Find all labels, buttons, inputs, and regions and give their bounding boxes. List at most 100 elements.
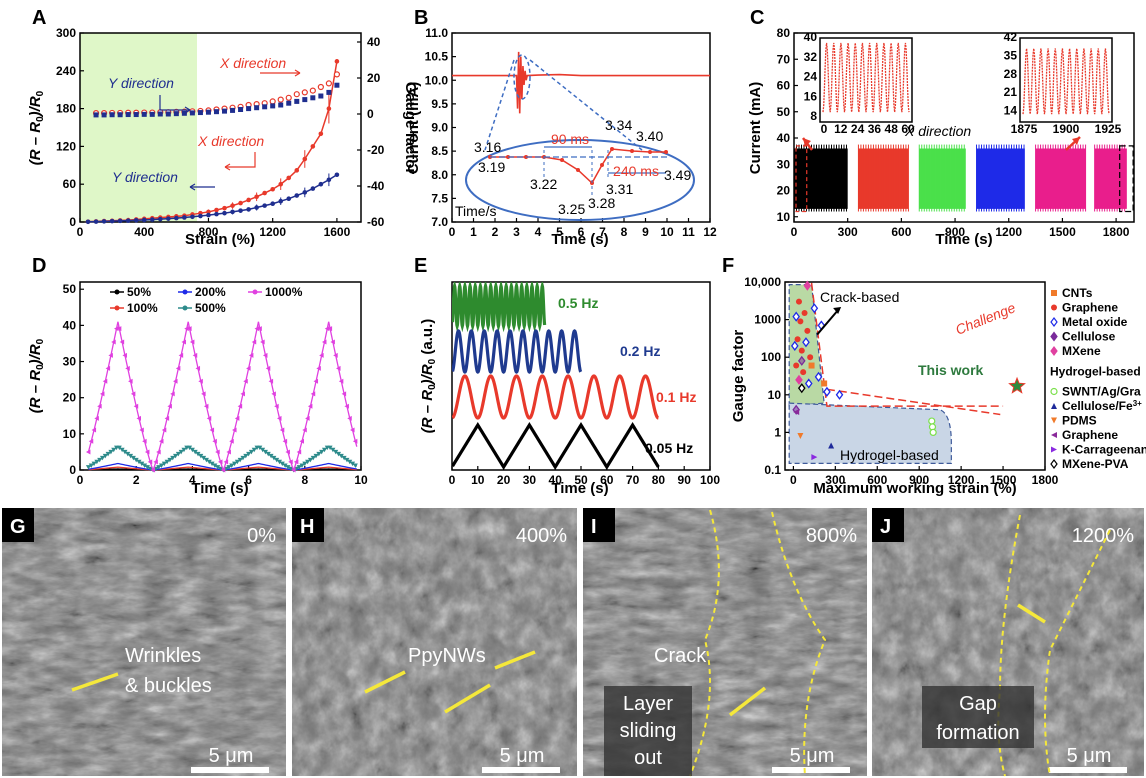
data-point (319, 352, 324, 358)
data-point (291, 467, 296, 473)
data-point (254, 194, 259, 200)
sem-panel-label: H (300, 516, 314, 538)
data-point (262, 203, 267, 208)
sem-panel-j: J 1200% 5 μm Gap formation (872, 508, 1144, 777)
annotation-y-direction-r: Y direction (112, 169, 178, 185)
inset-y-tick-label: 21 (1004, 85, 1018, 99)
panel-a-y-tick-label: 40 (367, 35, 381, 49)
inset-value-label: 3.22 (530, 176, 557, 192)
data-point (203, 403, 209, 409)
scale-bar-label: 5 μm (790, 745, 835, 767)
crack-arrow (816, 309, 839, 336)
data-point (198, 378, 203, 384)
data-point (313, 378, 319, 384)
data-point (240, 391, 245, 397)
strain-label: 0% (247, 525, 276, 547)
data-point (237, 457, 243, 463)
data-point (189, 447, 195, 453)
data-point (133, 457, 139, 463)
inset-x-tick-label: 60 (901, 122, 915, 136)
legend-label: Cellulose/Fe3+ (1062, 399, 1142, 413)
data-point (114, 326, 119, 332)
inset-point (600, 163, 604, 167)
panel-d-y-tick-label: 10 (63, 427, 77, 441)
panel-a-y-tick-label: 0 (69, 215, 76, 229)
data-point (125, 451, 131, 457)
panel-c-y-tick-label: 30 (777, 157, 791, 171)
data-point (206, 209, 211, 215)
panel-label-a: A (32, 7, 46, 29)
data-point (94, 415, 99, 421)
inset-y-tick-label: 40 (804, 30, 818, 44)
data-point (133, 112, 139, 118)
data-point (85, 449, 91, 455)
data-point (807, 354, 814, 361)
inset-value-label: 3.19 (478, 159, 505, 175)
data-point (141, 111, 147, 117)
data-point (336, 451, 342, 457)
panel-a-y-tick-label: 180 (56, 102, 76, 116)
data-point (260, 339, 265, 345)
panel-e-x-tick-label: 60 (600, 473, 614, 487)
data-point (190, 214, 195, 220)
data-point (811, 454, 818, 461)
data-point (302, 427, 307, 433)
panel-b-x-tick-label: 4 (535, 225, 542, 239)
data-point (321, 447, 327, 453)
cycle-series (87, 321, 358, 472)
legend-label: PDMS (1062, 414, 1097, 428)
panel-f-y-tick-label: 10,000 (744, 275, 781, 289)
data-point (161, 461, 167, 467)
data-point (122, 352, 127, 358)
inset-x-tick-label: 36 (868, 122, 882, 136)
sem-texture (292, 508, 577, 776)
panel-label-c: C (750, 7, 764, 29)
data-point (278, 102, 284, 108)
data-point (326, 89, 332, 95)
data-point (318, 181, 324, 187)
data-point (254, 205, 259, 210)
current-trace (452, 51, 710, 114)
data-point (192, 352, 198, 358)
data-point (794, 336, 801, 343)
data-point (835, 389, 844, 400)
data-point (246, 451, 252, 457)
data-point (212, 463, 218, 468)
data-point (246, 207, 251, 212)
plot-frame-a (79, 32, 362, 223)
data-point (307, 403, 313, 409)
annotation-arrow (444, 683, 491, 714)
data-point (226, 449, 231, 455)
sem-annotation: Wrinkles (125, 645, 201, 667)
zoom-box-start (795, 145, 808, 213)
data-point (309, 87, 316, 94)
data-point (797, 355, 806, 366)
data-point (305, 415, 310, 421)
sem-annotation: Layer (623, 693, 673, 715)
data-point (254, 105, 260, 111)
data-point (262, 104, 268, 110)
data-point (286, 196, 292, 201)
inset-point (560, 158, 564, 162)
data-point (166, 216, 171, 221)
annotation-arrow (364, 670, 406, 694)
inset-value-label: 3.28 (588, 195, 615, 211)
panel-label-f: F (722, 255, 734, 277)
panel-e-x-tick-label: 70 (626, 473, 640, 487)
data-point (319, 449, 325, 455)
data-point (274, 403, 279, 409)
data-point (102, 453, 108, 459)
data-point (333, 352, 338, 358)
data-point (333, 449, 339, 455)
sem-panel-label: J (880, 516, 891, 538)
data-point (206, 459, 212, 465)
data-point (117, 218, 123, 224)
panel-d-x-tick-label: 8 (301, 473, 308, 487)
data-point (310, 391, 316, 397)
data-point (173, 453, 179, 459)
data-point (279, 461, 285, 467)
panel-c-y-tick-label: 50 (777, 105, 791, 119)
frequency-label: 0.1 Hz (656, 389, 696, 405)
panel-a-y-tick-label: 20 (367, 71, 381, 85)
frequency-series (452, 329, 583, 374)
